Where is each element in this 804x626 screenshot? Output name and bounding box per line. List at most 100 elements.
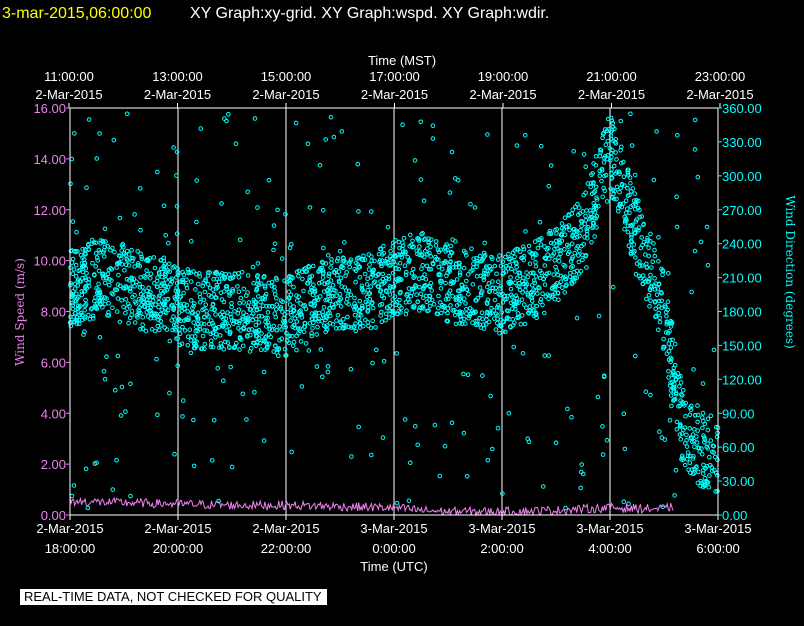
wind-direction-point (217, 345, 222, 350)
wind-direction-point (78, 310, 84, 316)
wind-direction-point (100, 304, 105, 310)
wind-direction-point (240, 343, 246, 349)
wind-direction-point (695, 419, 700, 425)
wind-direction-point (175, 363, 180, 369)
wind-direction-point (391, 240, 396, 245)
wind-direction-point (348, 292, 354, 298)
wind-direction-point (421, 198, 427, 204)
wind-direction-point (583, 213, 588, 219)
wind-direction-point (93, 240, 99, 246)
wind-direction-point (158, 257, 164, 263)
wind-direction-point (375, 284, 381, 289)
wind-direction-point (384, 256, 390, 262)
right-tick-label: 30.00 (722, 474, 755, 489)
wind-direction-point (566, 213, 572, 218)
wind-direction-point (110, 487, 115, 492)
wind-direction-point (672, 362, 678, 368)
wind-direction-point (532, 280, 538, 286)
wind-direction-point (624, 206, 630, 211)
wind-direction-point (95, 301, 100, 307)
wind-direction-point (348, 325, 354, 330)
wind-direction-point (72, 131, 77, 136)
wind-direction-point (337, 291, 343, 297)
wind-direction-point (507, 281, 512, 287)
wind-direction-point (394, 500, 400, 506)
wind-direction-point (559, 233, 565, 238)
wind-direction-point (672, 493, 677, 498)
wind-direction-point (379, 319, 385, 325)
wind-direction-point (346, 288, 352, 294)
wind-direction-point (435, 311, 441, 317)
wind-direction-point (357, 275, 363, 280)
wind-direction-point (158, 318, 163, 324)
top-tick-date: 2-Mar-2015 (686, 87, 753, 102)
wind-direction-point (111, 137, 117, 143)
wind-direction-point (678, 424, 683, 429)
wind-direction-point (636, 198, 641, 204)
wind-direction-point (137, 263, 143, 269)
wind-direction-point (680, 388, 686, 393)
wind-direction-point (495, 313, 500, 318)
wind-direction-point (136, 307, 141, 313)
wind-direction-point (648, 272, 653, 278)
wind-direction-point (664, 351, 670, 357)
wind-direction-point (274, 302, 280, 307)
wind-direction-point (555, 290, 561, 296)
wind-direction-point (309, 273, 315, 279)
bottom-tick-date: 2-Mar-2015 (252, 521, 319, 536)
wind-direction-point (309, 333, 315, 339)
wind-direction-point (336, 280, 342, 285)
wind-direction-point (352, 295, 357, 301)
wind-direction-point (678, 373, 683, 379)
wind-direction-point (396, 277, 402, 283)
wind-direction-point (174, 173, 179, 178)
wind-direction-point (184, 277, 189, 283)
wind-direction-point (172, 295, 177, 300)
wind-direction-point (283, 353, 288, 358)
wind-direction-point (539, 270, 544, 276)
wind-direction-point (159, 307, 165, 313)
wind-direction-point (338, 304, 344, 309)
wind-direction-point (653, 314, 658, 320)
wind-direction-point (150, 298, 156, 304)
wind-direction-point (186, 269, 192, 275)
wind-direction-point (202, 328, 207, 333)
wind-direction-point (527, 304, 533, 309)
wind-direction-point (307, 205, 313, 210)
wind-direction-point (628, 111, 633, 117)
wind-direction-point (189, 239, 194, 244)
wind-direction-point (437, 473, 443, 479)
wind-direction-point (379, 258, 385, 263)
wind-direction-point (520, 244, 526, 249)
wind-direction-point (123, 262, 129, 268)
wind-direction-point (300, 276, 305, 282)
wind-direction-point (343, 323, 348, 328)
wind-direction-point (359, 303, 365, 309)
wind-direction-point (381, 250, 387, 256)
wind-direction-point (320, 268, 326, 273)
wind-direction-point (115, 296, 121, 301)
wind-direction-point (553, 238, 559, 244)
wind-direction-point (270, 303, 275, 309)
wind-direction-point (119, 384, 125, 390)
wind-direction-point (619, 160, 624, 166)
wind-direction-point (327, 285, 332, 291)
wind-direction-point (660, 504, 666, 510)
wind-direction-point (567, 274, 573, 280)
wind-direction-point (668, 355, 674, 361)
wind-direction-point (128, 493, 133, 499)
wind-direction-point (464, 278, 469, 284)
wind-direction-point (415, 299, 421, 305)
wind-direction-point (349, 454, 354, 459)
bottom-tick-date: 3-Mar-2015 (576, 521, 643, 536)
wind-direction-point (475, 295, 481, 301)
wind-direction-point (403, 249, 408, 255)
wind-direction-point (225, 340, 231, 345)
wind-direction-point (633, 255, 638, 260)
wind-direction-point (715, 457, 720, 463)
wind-direction-point (631, 198, 637, 203)
wind-direction-point (234, 340, 239, 346)
wind-direction-point (96, 248, 102, 253)
wind-direction-point (148, 276, 153, 281)
wind-direction-point (366, 252, 372, 257)
